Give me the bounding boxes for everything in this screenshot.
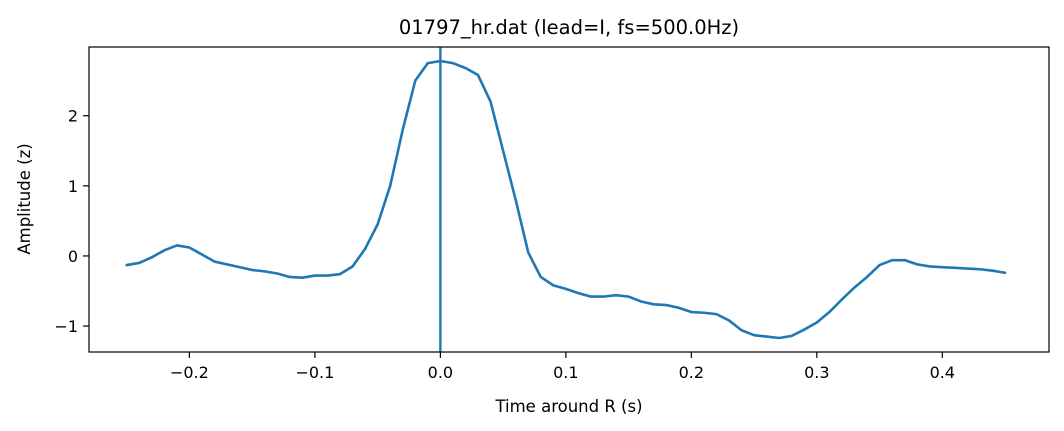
chart-title: 01797_hr.dat (lead=I, fs=500.0Hz) [399, 16, 739, 39]
y-axis-label: Amplitude (z) [15, 143, 34, 254]
x-axis-label: Time around R (s) [494, 397, 642, 416]
series-line-0 [125, 59, 1007, 340]
y-tick-label: 0 [68, 247, 78, 266]
x-tick-label: −0.1 [295, 363, 334, 382]
y-tick-label: 1 [68, 177, 78, 196]
x-tick-label: 0.0 [428, 363, 453, 382]
series-layer [125, 59, 1007, 340]
x-axis-ticks: −0.2 −0.1 0.0 0.1 0.2 0.3 0.4 [170, 352, 955, 382]
y-tick-label: 2 [68, 107, 78, 126]
plot-frame [88, 46, 1050, 353]
y-axis-ticks: −1 0 1 2 [54, 107, 89, 336]
x-tick-label: −0.2 [170, 363, 209, 382]
x-tick-label: 0.1 [553, 363, 578, 382]
x-tick-label: 0.2 [679, 363, 704, 382]
x-tick-label: 0.4 [930, 363, 955, 382]
y-tick-label: −1 [54, 317, 78, 336]
plot-area [125, 47, 1007, 352]
x-tick-label: 0.3 [804, 363, 829, 382]
